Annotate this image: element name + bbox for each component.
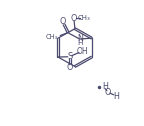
Text: O: O [59, 17, 66, 26]
Text: OH: OH [77, 47, 89, 56]
Text: O: O [67, 63, 73, 72]
Text: N: N [77, 34, 83, 43]
Text: CH₃: CH₃ [45, 34, 57, 40]
Text: CH₃: CH₃ [78, 15, 91, 21]
Text: S: S [67, 52, 72, 61]
Text: H: H [77, 40, 83, 46]
Text: O: O [105, 88, 111, 97]
Text: H: H [113, 92, 119, 101]
Text: H: H [102, 82, 108, 91]
Text: O: O [71, 14, 77, 23]
